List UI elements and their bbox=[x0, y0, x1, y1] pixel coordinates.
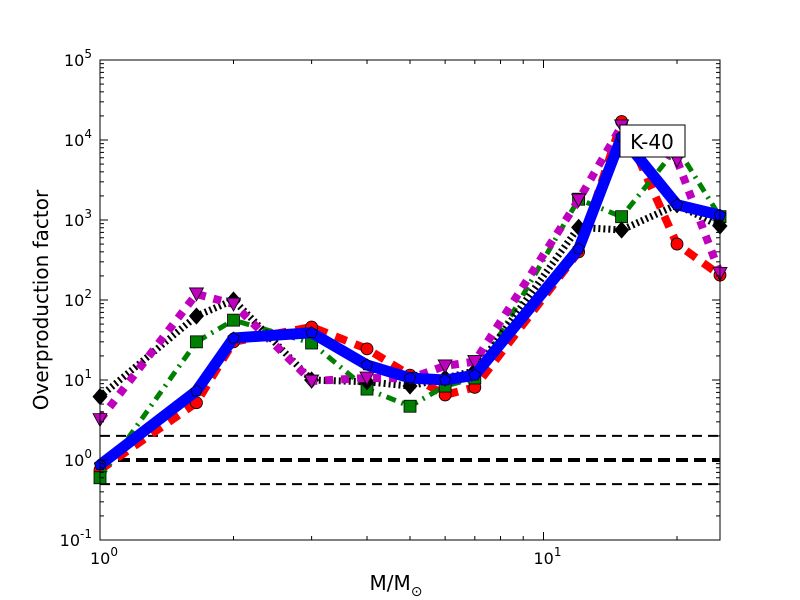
data-point-blue-pentagons-20 bbox=[670, 198, 684, 211]
reference-lines bbox=[100, 434, 720, 486]
tick-base: 10 bbox=[90, 549, 110, 568]
data-point-red-circles-20 bbox=[670, 237, 684, 251]
tick-exponent: 1 bbox=[554, 545, 562, 559]
data-point-magenta-triangles-4 bbox=[359, 371, 375, 386]
y-tick-label: 10-1 bbox=[60, 527, 92, 550]
data-point-blue-pentagons-7 bbox=[468, 368, 481, 381]
x-axis-label-sub: ⊙ bbox=[411, 584, 423, 600]
series-line-magenta-triangles bbox=[96, 121, 724, 423]
data-point-blue-pentagons-5 bbox=[403, 371, 417, 384]
tick-exponent: 5 bbox=[84, 47, 92, 61]
data-point-blue-pentagons-2 bbox=[227, 331, 240, 344]
series-line-green-squares bbox=[97, 145, 723, 480]
y-tick-label: 105 bbox=[64, 47, 92, 70]
data-point-blue-pentagons-4 bbox=[360, 358, 374, 371]
data-point-blue-pentagons-3 bbox=[305, 326, 318, 338]
data-point-green-squares-5 bbox=[403, 399, 417, 413]
annotation-label: K-40 bbox=[630, 130, 674, 154]
y-tick-label: 104 bbox=[64, 127, 92, 150]
data-point-magenta-triangles-6 bbox=[437, 359, 453, 374]
tick-exponent: 3 bbox=[84, 207, 92, 221]
tick-base: 10 bbox=[64, 371, 84, 390]
data-point-green-squares-1.65 bbox=[190, 335, 203, 349]
data-point-black-diamonds-15 bbox=[614, 221, 630, 239]
data-point-blue-pentagons-12 bbox=[572, 242, 585, 255]
x-axis-label-main: M/M bbox=[370, 571, 411, 595]
tick-base: 10 bbox=[64, 291, 84, 310]
tick-exponent: 0 bbox=[110, 545, 118, 559]
tick-exponent: 1 bbox=[84, 367, 92, 381]
tick-base: 10 bbox=[64, 131, 84, 150]
y-axis-label: Overproduction factor bbox=[29, 189, 53, 410]
data-point-magenta-triangles-3 bbox=[303, 374, 320, 389]
data-point-red-circles-4 bbox=[360, 342, 374, 356]
tick-base: 10 bbox=[534, 549, 554, 568]
x-tick-label: 100 bbox=[90, 545, 118, 568]
data-point-blue-pentagons-6 bbox=[438, 373, 452, 386]
data-point-magenta-triangles-2 bbox=[225, 297, 242, 312]
y-tick-label: 103 bbox=[64, 207, 92, 230]
data-point-green-squares-15 bbox=[615, 210, 629, 224]
data-point-green-squares-2 bbox=[227, 313, 240, 327]
y-tick-label: 101 bbox=[64, 367, 92, 390]
data-point-black-diamonds-1.65 bbox=[188, 307, 204, 325]
data-point-blue-pentagons-1.65 bbox=[190, 384, 203, 397]
data-point-magenta-triangles-7 bbox=[467, 355, 483, 370]
annotation-box: K-40 bbox=[619, 124, 686, 158]
tick-base: 10 bbox=[64, 51, 84, 70]
tick-exponent: 4 bbox=[84, 127, 92, 141]
tick-base: 10 bbox=[60, 531, 80, 550]
y-tick-label: 102 bbox=[64, 287, 92, 310]
x-axis-label: M/M⊙ bbox=[370, 571, 423, 600]
tick-exponent: 0 bbox=[84, 447, 92, 461]
data-point-magenta-triangles-12 bbox=[570, 193, 587, 208]
data-point-magenta-triangles-1.65 bbox=[188, 287, 205, 302]
tick-base: 10 bbox=[64, 451, 84, 470]
tick-exponent: 2 bbox=[84, 287, 92, 301]
tick-exponent: -1 bbox=[80, 527, 92, 541]
tick-base: 10 bbox=[64, 211, 84, 230]
x-tick-label: 101 bbox=[534, 545, 562, 568]
annotation-frame bbox=[619, 124, 686, 158]
y-tick-label: 100 bbox=[64, 447, 92, 470]
